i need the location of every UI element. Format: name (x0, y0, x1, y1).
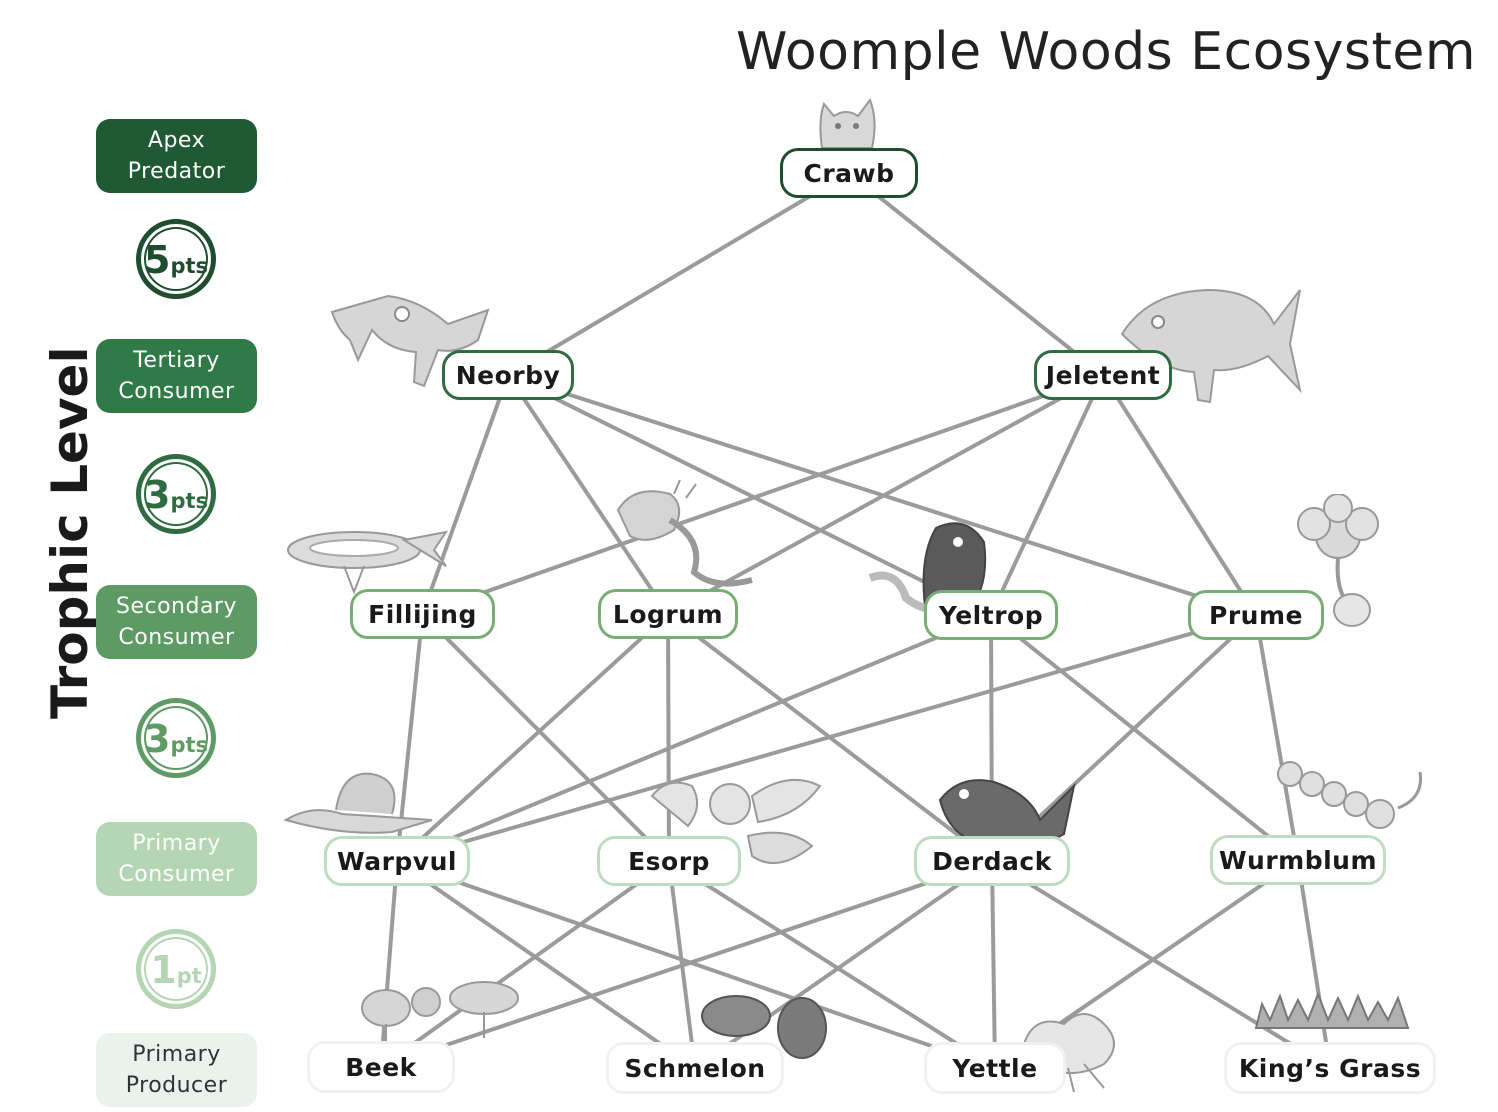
link-warpvul-schmelon (395, 859, 697, 1070)
link-crawb-neorby (506, 171, 851, 377)
organism-node-schmelon[interactable]: Schmelon (606, 1042, 784, 1094)
link-esorp-beek (379, 859, 671, 1069)
fillijing-sketch-icon (287, 530, 448, 595)
link-jeletent-fillijing (420, 373, 1105, 616)
wurmblum-sketch-icon (1277, 761, 1423, 829)
link-neorby-fillijing (420, 373, 510, 616)
link-fillijing-esorp (420, 612, 671, 863)
link-jeletent-yeltrop (989, 373, 1105, 617)
link-jeletent-logrum (666, 373, 1105, 616)
prume-sketch-icon (1297, 494, 1379, 627)
link-logrum-esorp (666, 612, 671, 863)
points-number: 1 (150, 948, 177, 992)
organism-node-prume[interactable]: Prume (1188, 590, 1324, 640)
link-crawb-jeletent (847, 171, 1105, 377)
neorby-sketch-icon (330, 294, 490, 388)
organism-node-derdack[interactable]: Derdack (914, 836, 1070, 886)
level-label-line1: Apex (147, 128, 206, 153)
level-badge-tertiary-consumer: Tertiary Consumer (96, 339, 257, 413)
crawb-sketch-icon (819, 97, 876, 149)
organism-node-wurmblum[interactable]: Wurmblum (1210, 835, 1386, 885)
link-warpvul-yettle (395, 859, 997, 1070)
kings-grass-sketch-icon (1254, 991, 1410, 1029)
level-badge-apex-predator: Apex Predator (96, 119, 257, 193)
organism-node-fillijing[interactable]: Fillijing (350, 589, 495, 639)
level-label-line2: Predator (127, 159, 226, 184)
beek-sketch-icon (361, 981, 519, 1048)
points-number: 3 (143, 473, 171, 517)
link-prume-warpvul (395, 613, 1258, 863)
link-derdack-beek (379, 859, 994, 1069)
level-label-line1: Tertiary (133, 348, 220, 373)
warpvul-sketch-icon (283, 772, 433, 834)
points-unit: pts (170, 733, 209, 757)
level-label-line2: Consumer (118, 862, 235, 887)
organism-node-kings-grass[interactable]: King’s Grass (1224, 1042, 1436, 1094)
organism-node-crawb[interactable]: Crawb (780, 148, 918, 198)
points-number: 5 (143, 238, 171, 282)
link-prume-wurmblum (1254, 613, 1300, 862)
organism-node-yeltrop[interactable]: Yeltrop (924, 590, 1058, 640)
organism-node-warpvul[interactable]: Warpvul (324, 836, 470, 886)
link-derdack-yettle (990, 859, 997, 1070)
link-yeltrop-warpvul (395, 613, 993, 863)
link-neorby-yeltrop (506, 373, 993, 617)
link-yeltrop-wurmblum (989, 613, 1300, 862)
level-badge-secondary-consumer: Secondary Consumer (96, 585, 257, 659)
level-label-line1: Primary (132, 1042, 221, 1067)
organism-node-logrum[interactable]: Logrum (598, 589, 738, 639)
link-derdack-kings_grass (990, 859, 1332, 1070)
points-number: 3 (143, 717, 171, 761)
level-label-line1: Secondary (115, 594, 237, 619)
link-logrum-warpvul (395, 612, 670, 863)
logrum-sketch-icon (616, 480, 753, 587)
points-badge-primary: 1 pt (136, 929, 216, 1009)
organism-node-yettle[interactable]: Yettle (924, 1042, 1066, 1094)
organism-node-esorp[interactable]: Esorp (597, 836, 741, 886)
points-badge-apex: 5 pts (136, 219, 216, 299)
diagram-title: Woomple Woods Ecosystem (736, 22, 1477, 82)
organism-node-neorby[interactable]: Neorby (442, 350, 574, 400)
link-jeletent-prume (1101, 373, 1258, 617)
organism-node-beek[interactable]: Beek (307, 1041, 455, 1093)
level-label-line2: Consumer (118, 625, 235, 650)
level-label-line2: Producer (125, 1073, 228, 1098)
link-neorby-logrum (506, 373, 670, 616)
level-badge-primary-producer: Primary Producer (96, 1033, 257, 1107)
organism-node-jeletent[interactable]: Jeletent (1034, 350, 1172, 400)
level-label-line1: Primary (132, 831, 221, 856)
link-esorp-yettle (667, 859, 997, 1070)
link-warpvul-beek (379, 859, 399, 1069)
level-label-line2: Consumer (118, 379, 235, 404)
esorp-sketch-icon (650, 779, 822, 864)
points-badge-secondary: 3 pts (136, 698, 216, 778)
points-unit: pt (176, 964, 202, 988)
level-badge-primary-consumer: Primary Consumer (96, 822, 257, 896)
schmelon-sketch-icon (701, 995, 827, 1059)
points-badge-tertiary: 3 pts (136, 454, 216, 534)
jeletent-sketch-icon (1120, 288, 1302, 404)
points-unit: pts (170, 254, 209, 278)
link-wurmblum-kings_grass (1296, 858, 1332, 1070)
points-unit: pts (170, 489, 209, 513)
